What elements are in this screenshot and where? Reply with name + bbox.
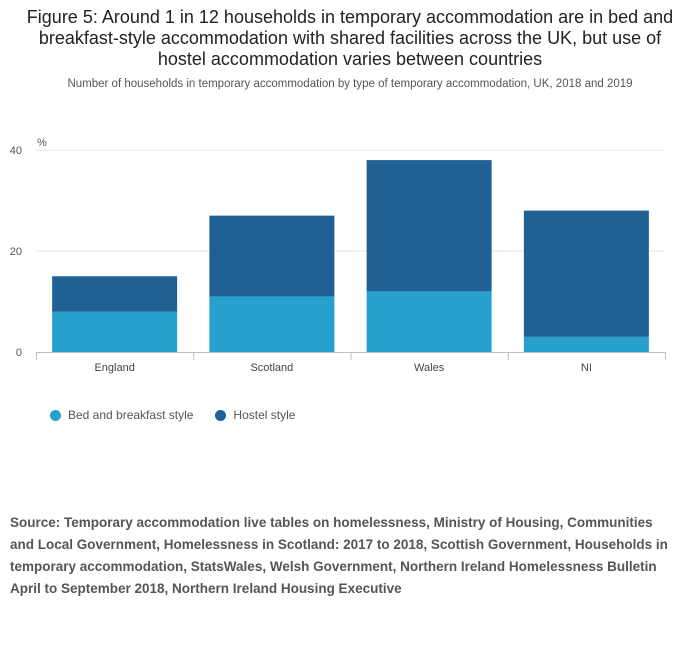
bars [52,160,649,352]
y-tick-label-0: 0 [16,347,22,359]
legend-marker-bed-and-breakfast [50,409,61,421]
x-tick-label-england: England [94,362,134,374]
legend-label-hostel: Hostel style [233,408,296,422]
bar-england-hostel[interactable] [52,276,178,312]
bar-england-bed-and-breakfast[interactable] [52,311,178,352]
y-tick-label-20: 20 [10,246,22,258]
legend-item-bed-and-breakfast[interactable]: Bed and breakfast style [50,408,193,422]
x-tick-label-ni: NI [581,362,592,374]
bar-wales-hostel[interactable] [366,160,492,292]
bar-ni-hostel[interactable] [523,210,649,337]
y-axis-unit-label: % [37,137,47,149]
y-axis-ticks: 0 20 40 [10,145,22,359]
x-tick-label-wales: Wales [414,362,445,374]
bar-wales-bed-and-breakfast[interactable] [366,291,492,352]
y-tick-label-40: 40 [10,145,22,157]
legend-label-bed-and-breakfast: Bed and breakfast style [68,408,194,422]
chart-subtitle: Number of households in temporary accomm… [67,78,633,90]
source-note: Source: Temporary accommodation live tab… [10,515,668,596]
bar-scotland-bed-and-breakfast[interactable] [209,296,335,352]
legend: Bed and breakfast style Hostel style [50,408,295,422]
x-axis: England Scotland Wales NI [36,352,666,374]
chart-title: Figure 5: Around 1 in 12 households in t… [26,7,674,69]
x-tick-label-scotland: Scotland [250,362,293,374]
legend-marker-hostel [215,409,227,421]
bar-scotland-hostel[interactable] [209,215,335,297]
legend-item-hostel[interactable]: Hostel style [215,408,295,422]
bar-ni-bed-and-breakfast[interactable] [523,336,649,352]
chart-area: 0 20 40 % England Scotland Wales NI [10,137,666,374]
